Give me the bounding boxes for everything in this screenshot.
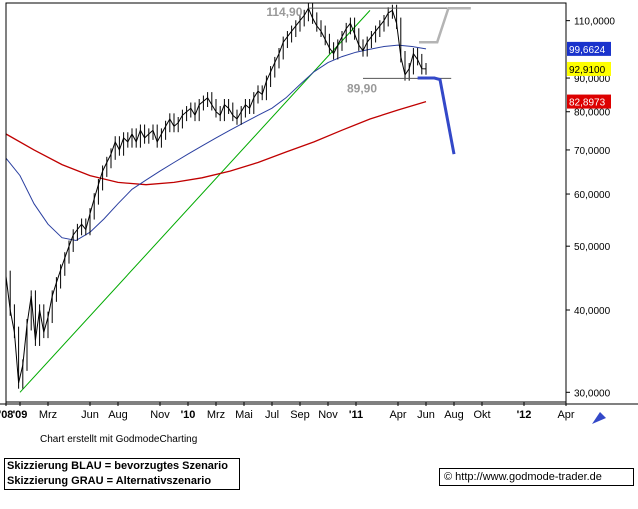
x-tick-label-7: Mrz xyxy=(207,409,225,421)
scenario-legend-box: Skizzierung BLAU = bevorzugtes Szenario … xyxy=(4,458,240,490)
x-tick-label-3: Jun xyxy=(81,409,99,421)
x-tick-label-2: Mrz xyxy=(39,409,57,421)
value-label-0: 99,6624 xyxy=(569,45,606,56)
x-tick-label-13: Apr xyxy=(389,409,406,421)
x-tick-label-17: '12 xyxy=(517,409,532,421)
legend-line-grey: Skizzierung GRAU = Alternativszenario xyxy=(7,475,212,487)
level-label-high: 114,90 xyxy=(266,5,302,19)
x-tick-label-14: Jun xyxy=(417,409,435,421)
level-label-low: 89,90 xyxy=(347,81,377,95)
x-tick-label-18: Apr xyxy=(557,409,574,421)
trendline-series xyxy=(19,10,371,393)
y-tick-label-2: 80,0000 xyxy=(574,108,611,119)
scenario-blue-path xyxy=(417,76,456,155)
copyright-icon: © xyxy=(444,471,453,483)
ma-long-series xyxy=(5,100,427,186)
x-tick-label-15: Aug xyxy=(444,409,464,421)
price-series xyxy=(5,7,427,384)
y-tick-label-0: 110,0000 xyxy=(574,17,615,28)
ma-short-series xyxy=(5,44,427,242)
x-tick-label-1: '09 xyxy=(13,409,28,421)
x-tick-label-8: Mai xyxy=(235,409,253,421)
value-label-bg-2 xyxy=(567,94,611,109)
plot-frame xyxy=(5,2,567,403)
source-link[interactable]: http://www.godmode-trader.de xyxy=(455,471,602,483)
value-label-2: 82,8973 xyxy=(569,98,606,109)
x-tick-label-9: Jul xyxy=(265,409,279,421)
x-tick-label-11: Nov xyxy=(318,409,338,421)
chart-credit: Chart erstellt mit GodmodeCharting xyxy=(40,434,198,445)
y-tick-label-7: 30,0000 xyxy=(574,388,611,399)
value-label-bg-0 xyxy=(567,41,611,56)
legend-line-blue: Skizzierung BLAU = bevorzugtes Szenario xyxy=(7,460,228,472)
axes-layer: 110,0000 90,0000 80,0000 70,0000 60,0000 50,0… xyxy=(0,2,638,424)
x-tick-label-16: Okt xyxy=(473,409,490,421)
scenario-grey-path xyxy=(419,6,471,44)
value-label-1: 92,9100 xyxy=(569,65,606,76)
x-tick-label-6: '10 xyxy=(181,409,196,421)
x-tick-label-5: Nov xyxy=(150,409,170,421)
y-tick-label-1: 90,0000 xyxy=(574,74,611,85)
x-tick-label-10: Sep xyxy=(290,409,310,421)
source-box: © http://www.godmode-trader.de xyxy=(439,468,634,486)
y-tick-label-5: 50,0000 xyxy=(574,242,611,253)
labels-layer: 114,90 89,90 99,6624 92,9100 82,8973 xyxy=(266,5,611,109)
lines-layer xyxy=(5,2,471,393)
value-label-bg-1 xyxy=(567,61,611,76)
nav-arrow-icon xyxy=(592,412,606,424)
x-tick-label-0: '08 xyxy=(0,409,13,421)
x-tick-label-12: '11 xyxy=(349,409,363,421)
y-tick-label-4: 60,0000 xyxy=(574,190,611,201)
y-tick-label-3: 70,0000 xyxy=(574,146,611,157)
y-tick-label-6: 40,0000 xyxy=(574,306,611,317)
x-tick-label-4: Aug xyxy=(108,409,128,421)
